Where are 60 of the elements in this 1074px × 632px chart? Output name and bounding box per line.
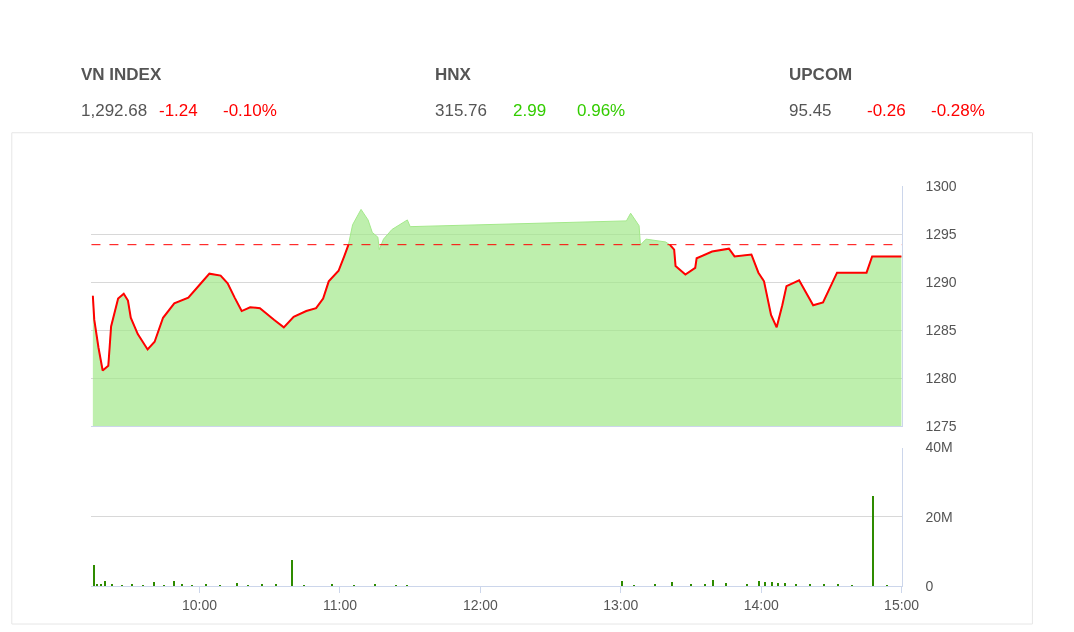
data-label: 2.99 (513, 101, 547, 120)
bar (104, 580, 107, 586)
bar (725, 582, 728, 586)
bar (809, 583, 812, 586)
bar (764, 581, 767, 586)
data-label: 315.76 (435, 101, 487, 120)
bar (261, 583, 264, 586)
bar (777, 582, 780, 586)
y-tick-label: 1275 (925, 418, 957, 435)
bar (153, 581, 156, 586)
y-tick-label: 1290 (925, 274, 957, 291)
bar (111, 583, 114, 586)
category-label: UPCOM (789, 65, 853, 84)
bar (181, 583, 184, 586)
bar (291, 559, 294, 586)
bar (758, 580, 761, 586)
y-tick-label: 1285 (925, 322, 957, 339)
y-tick-label: 20M (925, 508, 953, 525)
data-label: -0.10% (223, 101, 277, 120)
x-tick-label: 15:00 (884, 596, 920, 613)
y-tick-label: 40M (925, 439, 953, 456)
x-tick-label: 14:00 (743, 596, 779, 613)
bar (872, 495, 875, 586)
bar (331, 583, 334, 586)
bar (712, 579, 715, 586)
bar (621, 580, 624, 586)
x-tick-label: 10:00 (182, 596, 218, 613)
data-label: -0.26 (867, 101, 906, 120)
bar (275, 583, 278, 586)
bar (784, 582, 787, 586)
bar (654, 583, 657, 586)
bar (205, 583, 208, 586)
y-tick-label: 0 (925, 577, 934, 594)
x-tick-label: 12:00 (462, 596, 499, 613)
bar (671, 581, 674, 586)
data-label: -1.24 (159, 101, 198, 120)
bar (771, 581, 774, 586)
data-label: -0.28% (931, 101, 985, 120)
bar (746, 583, 749, 586)
bar (795, 583, 798, 586)
bar (131, 583, 134, 586)
y-tick-label: 1295 (925, 226, 957, 243)
x-tick-label: 11:00 (322, 596, 358, 613)
bar (236, 582, 239, 586)
bar (100, 583, 103, 586)
category-label: HNX (435, 65, 472, 84)
data-label: 1,292.68 (81, 101, 148, 120)
bar (374, 583, 377, 586)
bar (837, 583, 840, 586)
bar (690, 583, 693, 586)
x-tick-label: 13:00 (603, 596, 639, 613)
data-label: 95.45 (789, 101, 832, 120)
bar (704, 583, 707, 586)
category-label: VN INDEX (81, 65, 162, 84)
bar (823, 583, 826, 586)
y-tick-label: 1280 (925, 370, 957, 387)
data-label: 0.96% (577, 101, 626, 120)
bar (93, 564, 96, 586)
y-tick-label: 1300 (925, 178, 957, 195)
bar (173, 580, 176, 586)
